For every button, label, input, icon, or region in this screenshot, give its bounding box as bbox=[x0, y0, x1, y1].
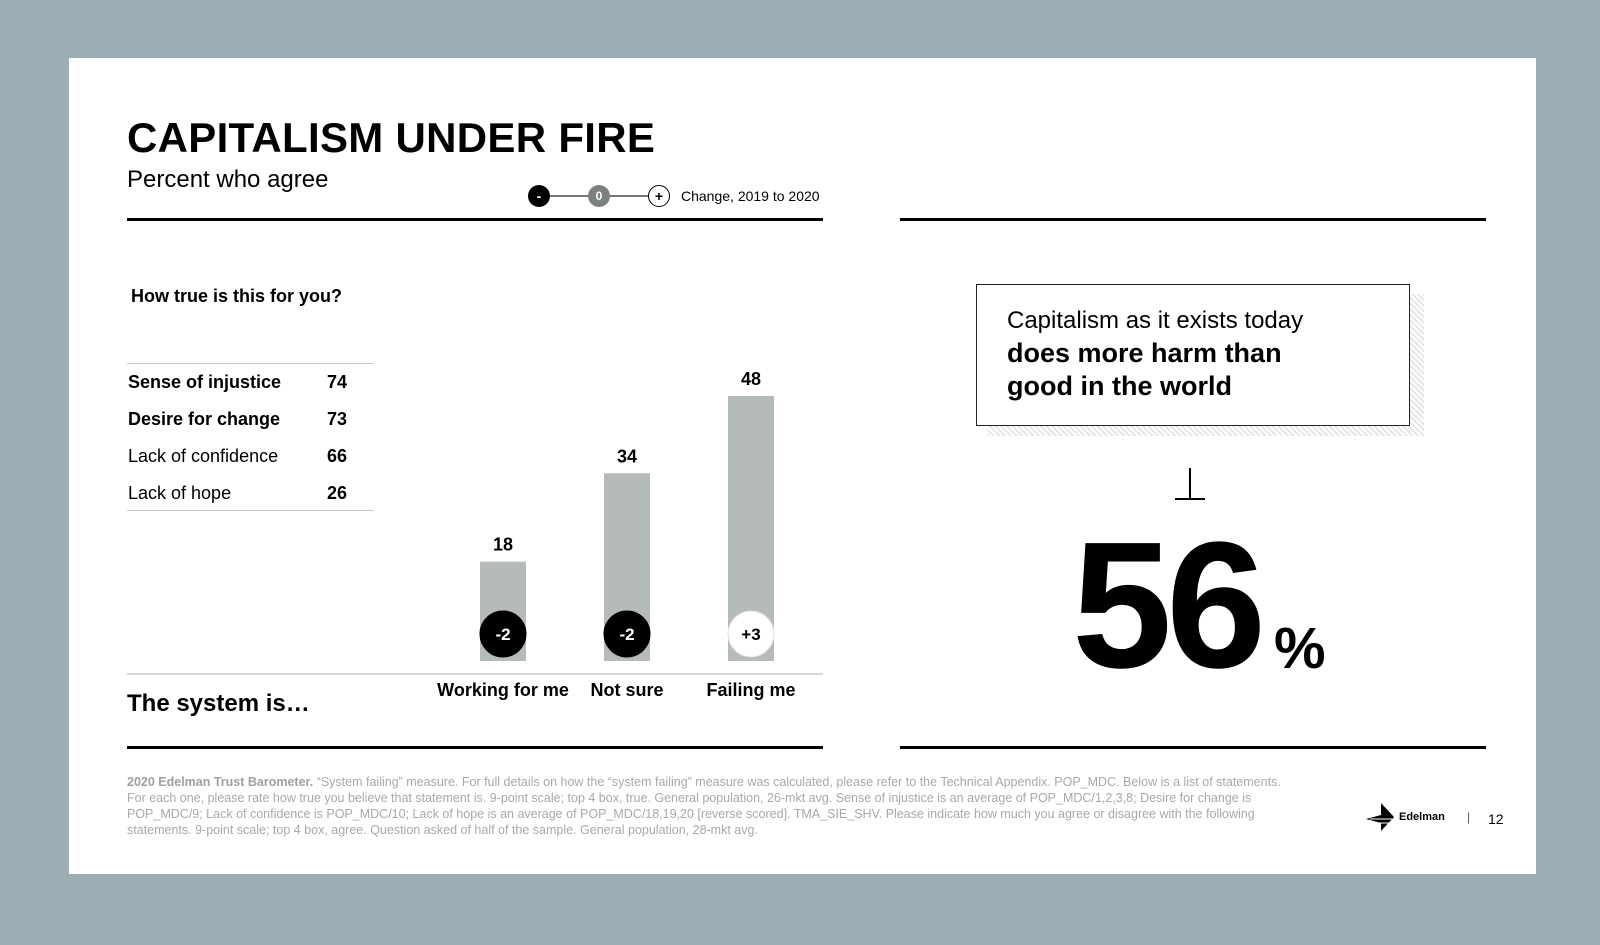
connector-base bbox=[1175, 498, 1205, 500]
table-top-rule bbox=[127, 363, 374, 364]
page-subtitle: Percent who agree bbox=[127, 166, 329, 193]
table-row-value: 73 bbox=[327, 409, 348, 429]
change-badge bbox=[479, 610, 527, 658]
edelman-logo-icon bbox=[1366, 803, 1394, 831]
footnote-text: “System failing” measure. For full detai… bbox=[127, 775, 1281, 837]
quote-line-3: good in the world bbox=[1007, 371, 1232, 401]
bar-value-label: 18 bbox=[493, 535, 513, 555]
table-question: How true is this for you? bbox=[131, 286, 343, 306]
slide: CAPITALISM UNDER FIRE Percent who agree … bbox=[69, 58, 1536, 874]
table-row-label: Sense of injustice bbox=[128, 372, 282, 392]
footer-separator: | bbox=[1467, 810, 1471, 824]
change-badge-label: +3 bbox=[741, 625, 760, 644]
left-bottom-rule bbox=[127, 746, 823, 749]
stat-value: 56 bbox=[1072, 505, 1266, 706]
right-top-rule bbox=[900, 218, 1486, 221]
quote-line-2: does more harm than bbox=[1007, 338, 1282, 368]
table-row-label: Lack of confidence bbox=[128, 446, 279, 466]
stat-unit: % bbox=[1274, 616, 1326, 681]
change-badge bbox=[603, 610, 651, 658]
legend-label: Change, 2019 to 2020 bbox=[681, 188, 820, 204]
legend-plus-icon: + bbox=[648, 185, 670, 207]
left-top-rule bbox=[127, 218, 823, 221]
connector-stem bbox=[1189, 468, 1191, 498]
system-label: The system is… bbox=[127, 690, 310, 717]
right-bottom-rule bbox=[900, 746, 1486, 749]
bar-value-label: 48 bbox=[741, 369, 761, 389]
footnote: 2020 Edelman Trust Barometer. “System fa… bbox=[127, 774, 1297, 838]
bar-value-label: 34 bbox=[617, 446, 637, 466]
change-badge-label: -2 bbox=[495, 625, 510, 644]
category-label: Not sure bbox=[590, 680, 663, 700]
page-title: CAPITALISM UNDER FIRE bbox=[127, 114, 656, 161]
table-row-label: Lack of hope bbox=[128, 483, 232, 503]
legend-zero-icon: 0 bbox=[588, 185, 610, 207]
bar-chart: 18 -2 Working for me 34 -2 Not sure 48 +3 Failin… bbox=[127, 369, 823, 700]
table-bottom-rule bbox=[127, 510, 374, 511]
legend-minus-icon: - bbox=[528, 185, 550, 207]
table-row-value: 74 bbox=[327, 372, 348, 392]
brand-name: Edelman bbox=[1399, 811, 1445, 823]
change-badge-label: -2 bbox=[619, 625, 634, 644]
table-row-value: 66 bbox=[327, 446, 348, 466]
category-label: Failing me bbox=[706, 680, 795, 700]
footnote-source: 2020 Edelman Trust Barometer. bbox=[127, 775, 314, 789]
quote-box: Capitalism as it exists today does more … bbox=[976, 284, 1410, 426]
page-number: 12 bbox=[1488, 811, 1504, 827]
table-row-label: Desire for change bbox=[128, 409, 281, 429]
quote-line-1: Capitalism as it exists today bbox=[1007, 307, 1304, 334]
category-label: Working for me bbox=[437, 680, 569, 700]
change-badge bbox=[727, 610, 775, 658]
table-row-value: 26 bbox=[327, 483, 348, 503]
